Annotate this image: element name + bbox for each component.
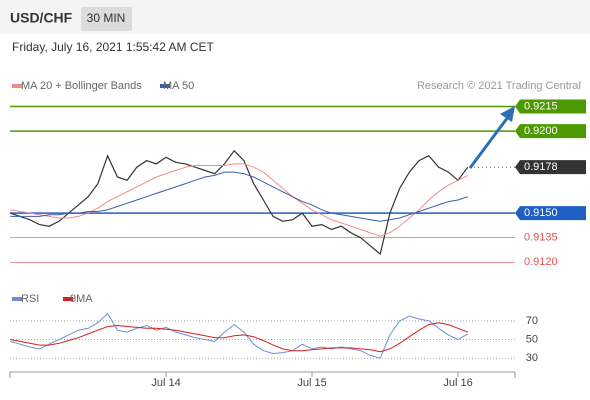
timestamp: Friday, July 16, 2021 1:55:42 AM CET xyxy=(12,40,215,54)
series-line xyxy=(10,322,468,353)
series-line xyxy=(10,149,469,256)
legend-swatch xyxy=(12,84,22,88)
x-tick-label: Jul 16 xyxy=(443,377,472,389)
copyright: Research © 2021 Trading Central xyxy=(417,80,581,92)
level-tag xyxy=(515,160,586,175)
interval[interactable]: 30 MIN xyxy=(87,11,126,25)
level-label: 0.9178 xyxy=(524,161,558,173)
x-tick-label: Jul 14 xyxy=(151,377,180,389)
level-tag xyxy=(515,124,586,139)
legend-swatch xyxy=(160,84,170,88)
legend-label: 9MA xyxy=(70,293,93,305)
arrow-head xyxy=(500,106,515,122)
level-label: 0.9135 xyxy=(524,232,558,244)
y-tick-label: 50 xyxy=(526,333,538,345)
level-tag xyxy=(515,206,586,221)
symbol: USD/CHF xyxy=(10,10,73,26)
legend-label: RSI xyxy=(21,293,39,305)
legend-swatch xyxy=(12,297,22,301)
level-label: 0.9215 xyxy=(524,100,558,112)
x-tick-label: Jul 15 xyxy=(297,377,326,389)
interval-badge[interactable] xyxy=(81,7,132,31)
level-label: 0.9150 xyxy=(524,207,558,219)
y-tick-label: 30 xyxy=(526,352,538,364)
legend-label: MA 50 xyxy=(163,80,194,92)
series-line xyxy=(10,171,468,222)
level-label: 0.9200 xyxy=(524,125,558,137)
forecast-arrow xyxy=(468,116,510,169)
level-tag xyxy=(515,99,586,114)
series-line xyxy=(10,312,469,359)
legend-swatch xyxy=(63,297,73,301)
y-tick-label: 70 xyxy=(526,315,538,327)
series-line xyxy=(10,163,469,237)
legend-label: MA 20 + Bollinger Bands xyxy=(21,80,142,92)
level-label: 0.9120 xyxy=(524,256,558,268)
